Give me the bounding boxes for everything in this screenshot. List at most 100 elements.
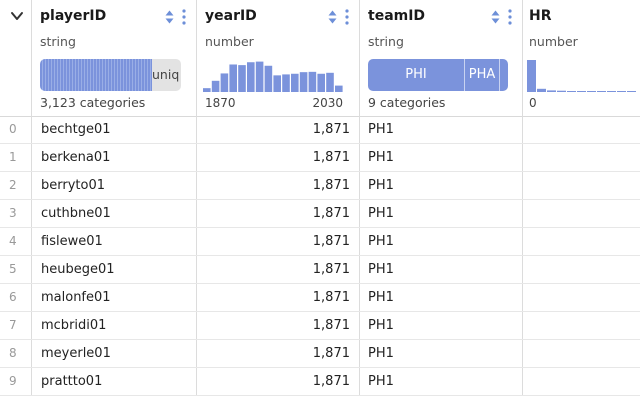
- category-segment-second[interactable]: PHA: [465, 59, 500, 91]
- cell-hr[interactable]: [523, 228, 640, 255]
- column-type: string: [368, 34, 404, 49]
- cell-teamid[interactable]: PH1: [360, 116, 523, 143]
- row-index: 5: [0, 256, 32, 283]
- histogram-bar: [211, 80, 220, 92]
- kebab-menu-icon[interactable]: [182, 9, 186, 25]
- table-row[interactable]: 4 fislewe01 1,871 PH1: [0, 228, 640, 256]
- cell-yearid[interactable]: 1,871: [197, 172, 360, 199]
- cell-yearid[interactable]: 1,871: [197, 256, 360, 283]
- chevron-down-icon[interactable]: [10, 9, 24, 23]
- histogram-bar: [335, 85, 343, 92]
- row-index: 7: [0, 312, 32, 339]
- cell-hr[interactable]: [523, 368, 640, 395]
- histogram-bar: [627, 91, 636, 92]
- cell-teamid[interactable]: PH1: [360, 200, 523, 227]
- row-index: 4: [0, 228, 32, 255]
- table-row[interactable]: 5 heubege01 1,871 PH1: [0, 256, 640, 284]
- table-row[interactable]: 0 bechtge01 1,871 PH1: [0, 116, 640, 144]
- year-histogram[interactable]: [203, 58, 343, 92]
- sort-icon[interactable]: [165, 10, 174, 24]
- table-row[interactable]: 1 berkena01 1,871 PH1: [0, 144, 640, 172]
- histogram-bar: [299, 72, 308, 92]
- cell-yearid[interactable]: 1,871: [197, 200, 360, 227]
- cell-teamid[interactable]: PH1: [360, 256, 523, 283]
- grid-header: playerID string uniq 3,123 categories ye…: [0, 0, 640, 117]
- cell-teamid[interactable]: PH1: [360, 172, 523, 199]
- row-index: 9: [0, 368, 32, 395]
- histogram-bar: [291, 73, 299, 92]
- cell-yearid[interactable]: 1,871: [197, 340, 360, 367]
- unique-values-bar[interactable]: uniq: [40, 59, 181, 91]
- column-name: playerID: [40, 8, 107, 24]
- histogram-bar: [326, 72, 334, 92]
- table-row[interactable]: 2 berryto01 1,871 PH1: [0, 172, 640, 200]
- cell-hr[interactable]: [523, 256, 640, 283]
- histogram-bar: [229, 64, 237, 92]
- histogram-bar: [547, 90, 556, 92]
- cell-hr[interactable]: [523, 340, 640, 367]
- row-index: 8: [0, 340, 32, 367]
- cell-playerid[interactable]: malonfe01: [32, 284, 197, 311]
- cell-yearid[interactable]: 1,871: [197, 144, 360, 171]
- cell-yearid[interactable]: 1,871: [197, 368, 360, 395]
- cell-yearid[interactable]: 1,871: [197, 116, 360, 143]
- cell-hr[interactable]: [523, 200, 640, 227]
- cell-teamid[interactable]: PH1: [360, 312, 523, 339]
- cell-teamid[interactable]: PH1: [360, 368, 523, 395]
- cell-hr[interactable]: [523, 116, 640, 143]
- table-row[interactable]: 9 prattto01 1,871 PH1: [0, 368, 640, 396]
- row-index: 0: [0, 116, 32, 143]
- cell-playerid[interactable]: cuthbne01: [32, 200, 197, 227]
- table-row[interactable]: 6 malonfe01 1,871 PH1: [0, 284, 640, 312]
- cell-yearid[interactable]: 1,871: [197, 228, 360, 255]
- cell-hr[interactable]: [523, 144, 640, 171]
- histogram-bar: [238, 65, 246, 92]
- sort-icon[interactable]: [491, 10, 500, 24]
- cell-playerid[interactable]: fislewe01: [32, 228, 197, 255]
- cell-playerid[interactable]: bechtge01: [32, 116, 197, 143]
- cell-playerid[interactable]: prattto01: [32, 368, 197, 395]
- cell-teamid[interactable]: PH1: [360, 284, 523, 311]
- cell-yearid[interactable]: 1,871: [197, 284, 360, 311]
- kebab-menu-icon[interactable]: [508, 9, 512, 25]
- histogram-bar: [597, 91, 606, 92]
- cell-hr[interactable]: [523, 172, 640, 199]
- cell-playerid[interactable]: berryto01: [32, 172, 197, 199]
- histogram-bar: [247, 62, 255, 92]
- category-bar[interactable]: PHI PHA: [368, 59, 508, 91]
- column-header-hr[interactable]: HR number 0: [523, 0, 640, 116]
- cell-teamid[interactable]: PH1: [360, 228, 523, 255]
- histogram-bar: [255, 61, 264, 92]
- cell-teamid[interactable]: PH1: [360, 144, 523, 171]
- cell-playerid[interactable]: berkena01: [32, 144, 197, 171]
- grid-body: 0 bechtge01 1,871 PH1 1 berkena01 1,871 PH1 2 ber…: [0, 116, 640, 396]
- cell-playerid[interactable]: meyerle01: [32, 340, 197, 367]
- sort-icon[interactable]: [328, 10, 337, 24]
- index-column-header: [0, 0, 32, 116]
- histogram-bar: [607, 91, 616, 92]
- column-type: number: [529, 34, 578, 49]
- row-index: 3: [0, 200, 32, 227]
- table-row[interactable]: 8 meyerle01 1,871 PH1: [0, 340, 640, 368]
- column-name: yearID: [205, 8, 257, 24]
- category-segment-top[interactable]: PHI: [368, 59, 465, 91]
- column-header-teamid[interactable]: teamID string PHI PHA 9 categories: [360, 0, 523, 116]
- kebab-menu-icon[interactable]: [345, 9, 349, 25]
- range-min: 0: [529, 96, 537, 110]
- hr-histogram[interactable]: [527, 58, 637, 92]
- unique-bar-rest: [152, 59, 181, 91]
- cell-teamid[interactable]: PH1: [360, 340, 523, 367]
- category-count: 9 categories: [368, 95, 446, 110]
- column-header-yearid[interactable]: yearID number 1870 2030: [197, 0, 360, 116]
- table-row[interactable]: 7 mcbridi01 1,871 PH1: [0, 312, 640, 340]
- cell-hr[interactable]: [523, 284, 640, 311]
- column-name: HR: [529, 8, 552, 24]
- cell-playerid[interactable]: mcbridi01: [32, 312, 197, 339]
- histogram-bar: [273, 75, 281, 92]
- cell-playerid[interactable]: heubege01: [32, 256, 197, 283]
- cell-hr[interactable]: [523, 312, 640, 339]
- cell-yearid[interactable]: 1,871: [197, 312, 360, 339]
- column-header-playerid[interactable]: playerID string uniq 3,123 categories: [32, 0, 197, 116]
- table-row[interactable]: 3 cuthbne01 1,871 PH1: [0, 200, 640, 228]
- histogram-bar: [308, 71, 317, 92]
